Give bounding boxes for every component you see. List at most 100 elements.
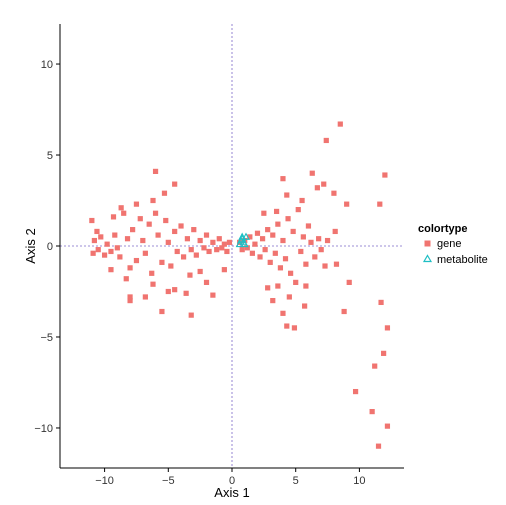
gene-point: [184, 236, 191, 242]
gene-point: [187, 272, 193, 278]
gene-point: [378, 299, 384, 306]
gene-point: [114, 245, 120, 251]
metabolite-point: [235, 239, 244, 248]
gene-point: [237, 239, 243, 245]
gene-point: [312, 254, 318, 260]
gene-point: [127, 265, 133, 271]
y-tick-label: 10: [41, 59, 53, 71]
gene-point: [382, 172, 388, 178]
gene-point: [300, 234, 306, 240]
gene-point: [172, 228, 178, 235]
gene-point: [270, 297, 276, 304]
gene-point: [197, 237, 203, 244]
gene-point: [124, 236, 131, 242]
gene-point: [221, 241, 227, 247]
gene-point: [293, 279, 299, 285]
gene-point: [172, 181, 178, 187]
gene-point: [130, 227, 136, 233]
gene-point: [94, 228, 100, 235]
gene-point: [91, 237, 97, 244]
gene-point: [191, 227, 197, 233]
gene-point: [331, 190, 337, 196]
gene-point: [118, 205, 124, 211]
gene-point: [337, 121, 343, 127]
gene-point: [121, 210, 127, 216]
gene-point: [288, 270, 294, 276]
legend-key-metabolite-icon: [422, 254, 433, 263]
gene-point: [267, 259, 273, 265]
gene-point: [314, 185, 320, 191]
gene-point: [262, 247, 268, 253]
y-tick-label: −10: [34, 423, 53, 435]
gene-point: [369, 408, 375, 415]
gene-point: [239, 247, 245, 253]
gene-point: [254, 230, 261, 236]
gene-point: [321, 181, 327, 187]
gene-point: [193, 252, 199, 258]
gene-point: [203, 279, 210, 285]
y-axis-title: Axis 2: [23, 228, 38, 263]
gene-point: [332, 228, 338, 235]
gene-point: [295, 207, 301, 213]
gene-point: [152, 210, 159, 216]
gene-point: [384, 423, 391, 429]
gene-point: [127, 297, 133, 304]
x-tick-label: 0: [229, 475, 235, 487]
y-ticks: −10 −5 0 5 10: [34, 59, 60, 435]
x-tick-label: 10: [353, 475, 365, 487]
gene-point: [165, 239, 171, 245]
gene-point: [341, 308, 347, 315]
gene-point: [178, 223, 184, 229]
gene-point: [140, 237, 146, 244]
gene-point: [201, 245, 207, 251]
gene-point: [110, 214, 117, 220]
gene-point: [216, 236, 222, 242]
reference-lines: [60, 24, 404, 468]
gene-point: [149, 270, 155, 276]
gene-point: [142, 250, 148, 256]
gene-point: [344, 201, 350, 207]
y-tick-label: −5: [40, 332, 53, 344]
gene-point: [117, 254, 123, 260]
legend-title: colortype: [418, 223, 468, 235]
gene-point: [291, 325, 298, 331]
gene-point: [305, 223, 312, 229]
gene-point: [275, 221, 281, 227]
gene-point: [95, 247, 101, 253]
gene-point: [188, 247, 194, 253]
gene-point: [308, 239, 314, 245]
gene-point: [210, 239, 216, 245]
gene-point: [303, 261, 309, 267]
gene-point: [127, 294, 133, 300]
gene-point: [309, 170, 315, 176]
gene-point: [280, 176, 286, 182]
gene-point: [323, 137, 329, 144]
gene-point: [284, 323, 290, 329]
gene-point: [318, 247, 324, 253]
gene-point: [146, 221, 152, 227]
metabolite-point: [242, 232, 250, 240]
gene-point: [163, 217, 169, 224]
metabolite-point: [238, 232, 247, 240]
gene-point: [352, 388, 359, 395]
y-tick-label: 0: [47, 241, 53, 253]
gene-point: [322, 263, 328, 269]
gene-point: [123, 276, 129, 282]
gene-point: [316, 236, 322, 242]
gene-point: [101, 252, 108, 258]
gene-point: [197, 268, 203, 275]
gene-point: [137, 216, 143, 222]
gene-point: [265, 285, 271, 291]
gene-point: [226, 239, 233, 245]
gene-point: [219, 245, 225, 251]
gene-point: [252, 241, 258, 247]
gene-point: [90, 250, 96, 256]
gene-point: [150, 281, 156, 287]
gene-point: [285, 216, 291, 222]
x-tick-label: 5: [293, 475, 299, 487]
gene-point: [206, 248, 212, 255]
gene-point: [302, 303, 308, 309]
gene-point: [261, 210, 267, 216]
gene-point: [183, 290, 189, 296]
